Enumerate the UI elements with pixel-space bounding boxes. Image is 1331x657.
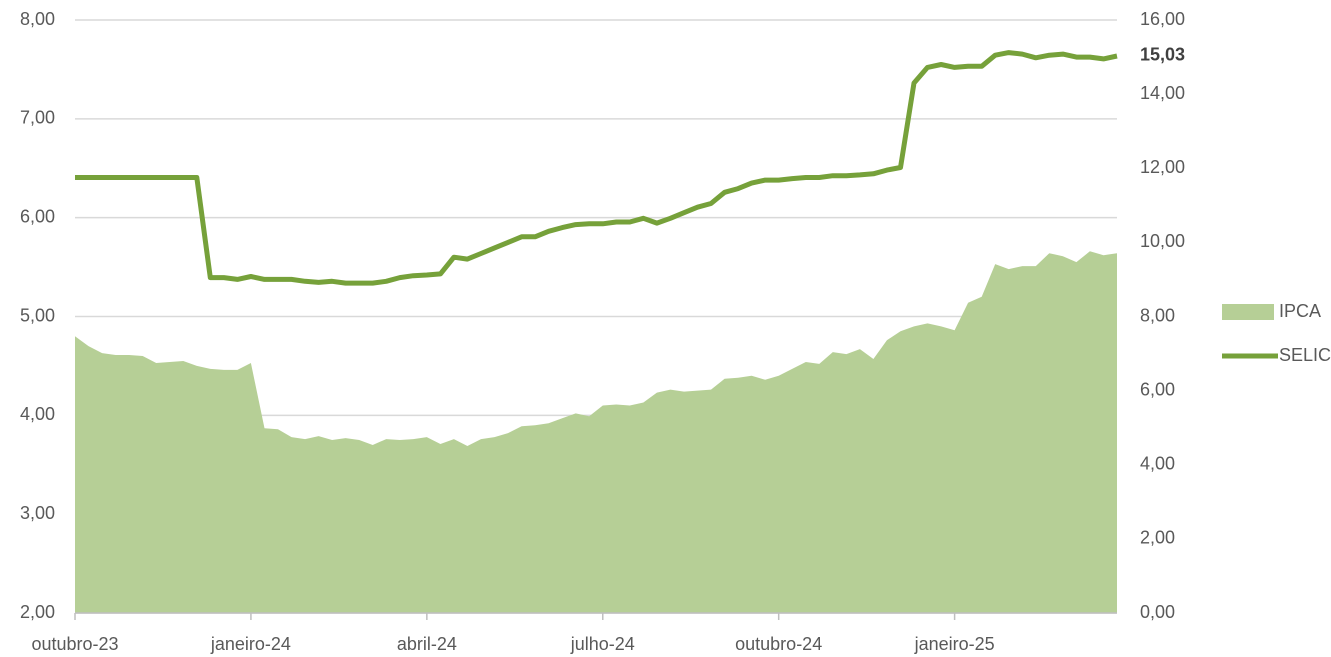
y2-tick-label: 8,00 <box>1140 305 1175 325</box>
legend-label: IPCA <box>1279 301 1321 321</box>
x-tick-label: outubro-23 <box>31 634 118 654</box>
y2-tick-label: 0,00 <box>1140 602 1175 622</box>
y-tick-label: 7,00 <box>20 108 55 128</box>
y2-tick-label: 16,00 <box>1140 9 1185 29</box>
y2-tick-label: 12,00 <box>1140 157 1185 177</box>
x-tick-label: abril-24 <box>397 634 457 654</box>
y2-tick-label: 10,00 <box>1140 231 1185 251</box>
y2-tick-label: 4,00 <box>1140 454 1175 474</box>
legend-swatch <box>1222 304 1274 320</box>
area <box>75 251 1117 614</box>
y-tick-label: 8,00 <box>20 9 55 29</box>
legend-label: SELIC <box>1279 345 1331 365</box>
y-tick-label: 4,00 <box>20 404 55 424</box>
y-tick-label: 5,00 <box>20 305 55 325</box>
y2-tick-label: 6,00 <box>1140 379 1175 399</box>
y-tick-label: 3,00 <box>20 503 55 523</box>
y2-tick-label: 14,00 <box>1140 83 1185 103</box>
y-tick-label: 2,00 <box>20 602 55 622</box>
x-tick-label: janeiro-25 <box>914 634 995 654</box>
line <box>75 50 1118 286</box>
x-tick-label: julho-24 <box>570 634 635 654</box>
y-tick-label: 6,00 <box>20 206 55 226</box>
x-tick-label: janeiro-24 <box>210 634 291 654</box>
y2-tick-label: 2,00 <box>1140 528 1175 548</box>
y2-tick-label: 15,03 <box>1140 45 1185 65</box>
x-tick-label: outubro-24 <box>735 634 822 654</box>
